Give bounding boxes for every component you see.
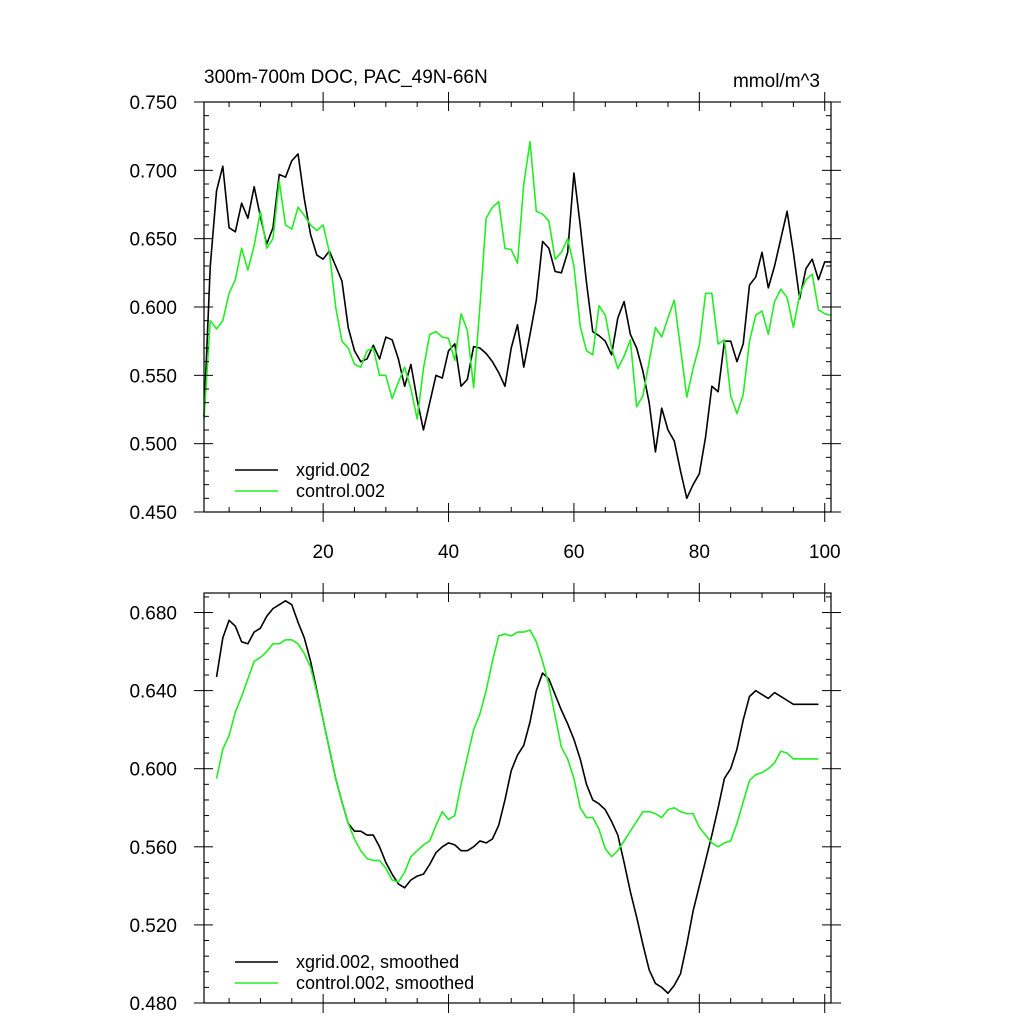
x-tick-label: 100 xyxy=(809,542,841,563)
legend-label-control: control.002 xyxy=(296,481,385,501)
units-label: mmol/m^3 xyxy=(733,71,820,92)
y-tick-label: 0.500 xyxy=(129,435,177,456)
legend-label-xgrid-smoothed: xgrid.002, smoothed xyxy=(296,952,459,972)
x-tick-label: 80 xyxy=(689,542,710,563)
top-plot-frame xyxy=(203,101,832,513)
bottom-series-line-control xyxy=(215,629,819,883)
y-tick-label: 0.600 xyxy=(129,298,177,319)
y-tick-label: 0.640 xyxy=(129,682,177,703)
y-tick-label: 0.520 xyxy=(129,916,177,937)
bottom-plot-area: 0.480 0.520 0.560 0.600 0.640 0.680 xyxy=(129,583,841,1015)
y-tick-label: 0.750 xyxy=(129,93,177,114)
legend-label-control-smoothed: control.002, smoothed xyxy=(296,973,474,993)
bottom-plot-frame xyxy=(203,592,832,1004)
y-tick-label: 0.680 xyxy=(129,604,177,625)
x-tick-label: 20 xyxy=(313,542,334,563)
x-tick-label: 60 xyxy=(563,542,584,563)
bottom-legend: xgrid.002, smoothed control.002, smoothe… xyxy=(235,952,474,993)
y-tick-label: 0.480 xyxy=(129,994,177,1015)
y-tick-label: 0.550 xyxy=(129,366,177,387)
y-tick-label: 0.560 xyxy=(129,838,177,859)
chart-title: 300m-700m DOC, PAC_49N-66N xyxy=(204,67,488,88)
top-legend: xgrid.002 control.002 xyxy=(235,460,385,501)
top-series-line-control xyxy=(203,140,832,420)
top-series-line-xgrid xyxy=(203,153,831,500)
y-tick-label: 0.650 xyxy=(129,230,177,251)
x-tick-label: 40 xyxy=(438,542,459,563)
y-tick-label: 0.450 xyxy=(129,503,177,524)
legend-label-xgrid: xgrid.002 xyxy=(296,460,370,480)
y-tick-label: 0.600 xyxy=(129,760,177,781)
top-plot-area: 20 40 60 80 100 0.450 0.500 0.550 0.600 0.650 0.70… xyxy=(129,92,841,563)
y-tick-label: 0.700 xyxy=(129,161,177,182)
